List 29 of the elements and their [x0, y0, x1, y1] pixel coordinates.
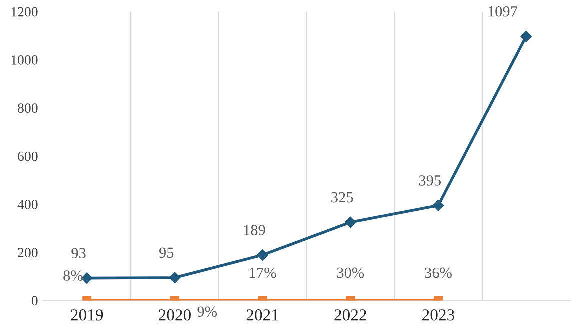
x-tick-label: 2020 [159, 310, 191, 321]
point [520, 30, 532, 42]
point [432, 200, 444, 212]
data-label: 8% [64, 270, 83, 281]
data-label: 95 [159, 248, 174, 258]
data-label: 17% [250, 268, 276, 278]
point [82, 272, 93, 284]
x-tick-label: 2022 [334, 310, 366, 321]
data-label: 36% [425, 268, 452, 278]
point [257, 250, 268, 261]
y-tick-label: 1000 [12, 56, 38, 65]
data-label: 325 [332, 192, 354, 203]
y-tick-label: 800 [18, 104, 38, 114]
x-tick-label: 2023 [422, 310, 454, 321]
y-tick-label: 0 [32, 296, 38, 306]
data-label: 395 [419, 176, 442, 186]
point [345, 216, 356, 228]
y-tick-label: 600 [18, 152, 38, 162]
data-label: 9% [198, 306, 218, 318]
data-label: 189 [244, 225, 266, 236]
y-tick-label: 400 [18, 200, 38, 210]
y-tick-label: 200 [18, 248, 38, 258]
data-label: 1097 [488, 6, 518, 17]
x-tick-label: 2021 [246, 310, 278, 321]
y-tick-label: 1200 [12, 7, 38, 17]
x-tick-label: 2019 [71, 310, 104, 321]
data-label: 93 [72, 248, 86, 259]
data-label: 30% [337, 268, 364, 278]
point [169, 272, 181, 284]
